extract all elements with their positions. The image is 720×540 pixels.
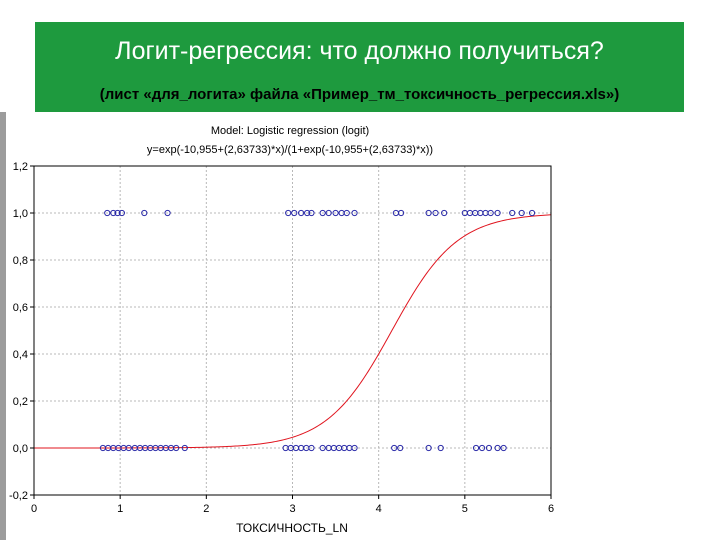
x-tick-label: 5 xyxy=(462,503,468,515)
grid xyxy=(34,166,551,495)
data-point xyxy=(291,209,298,217)
data-point xyxy=(432,209,439,217)
data-point xyxy=(141,209,148,217)
data-point xyxy=(397,444,404,452)
x-tick-label: 0 xyxy=(31,503,37,515)
fitted-logit-curve xyxy=(34,214,552,449)
x-axis-title: ТОКСИЧНОСТЬ_LN xyxy=(236,521,348,535)
plot-frame xyxy=(33,165,552,496)
data-point xyxy=(308,209,315,217)
chart-title: Model: Logistic regression (logit) xyxy=(210,125,370,137)
data-point xyxy=(118,209,125,217)
data-point xyxy=(325,209,332,217)
data-point xyxy=(308,444,315,452)
x-axis-ticks: 0 1 2 3 4 5 6 xyxy=(31,495,554,515)
y-axis-ticks: -0,2 0,0 0,2 0,4 0,6 0,8 1,0 1,2 xyxy=(9,161,34,502)
y-tick-label: 0,4 xyxy=(13,349,28,361)
data-point xyxy=(425,444,432,452)
y-tick-label: 0,0 xyxy=(13,443,28,455)
data-point xyxy=(518,209,525,217)
data-point xyxy=(164,209,171,217)
data-point xyxy=(304,209,311,217)
x-tick-label: 6 xyxy=(548,503,554,515)
data-point xyxy=(500,444,507,452)
data-point xyxy=(110,209,117,217)
x-tick-label: 1 xyxy=(117,503,123,515)
data-point xyxy=(472,444,480,452)
data-point xyxy=(441,209,448,217)
data-point xyxy=(343,209,350,217)
data-point xyxy=(125,444,132,452)
data-points xyxy=(99,209,536,452)
x-tick-label: 2 xyxy=(203,503,209,515)
data-point xyxy=(391,444,398,452)
data-point xyxy=(351,209,358,217)
data-point xyxy=(494,209,501,217)
chart-equation: y=exp(-10,955+(2,63733)*x)/(1+exp(-10,95… xyxy=(146,144,434,156)
data-point xyxy=(478,444,486,452)
data-point xyxy=(487,209,494,217)
x-tick-label: 4 xyxy=(376,503,382,515)
data-point xyxy=(181,444,188,452)
y-tick-label: 0,6 xyxy=(13,302,28,314)
slide-header: Логит-регрессия: что должно получиться? … xyxy=(35,22,684,112)
data-point xyxy=(332,209,339,217)
y-tick-label: 1,2 xyxy=(13,161,28,173)
data-point xyxy=(437,444,444,452)
slide-subtitle: (лист «для_логита» файла «Пример_тм_токс… xyxy=(99,86,620,103)
y-tick-label: 0,8 xyxy=(13,255,28,267)
data-point xyxy=(425,209,432,217)
x-tick-label: 3 xyxy=(289,503,295,515)
data-point xyxy=(319,209,326,217)
slide-title: Логит-регрессия: что должно получиться? xyxy=(115,37,604,65)
data-point xyxy=(173,444,180,452)
data-point xyxy=(319,444,326,452)
data-point xyxy=(104,209,111,217)
data-point xyxy=(397,209,405,217)
data-point xyxy=(509,209,516,217)
data-point xyxy=(528,209,536,217)
data-point xyxy=(494,444,501,452)
data-point xyxy=(114,209,121,217)
data-point xyxy=(285,209,292,217)
y-tick-label: -0,2 xyxy=(9,490,28,502)
data-point xyxy=(351,444,358,452)
data-point xyxy=(485,444,493,452)
y-tick-label: 1,0 xyxy=(13,208,28,220)
data-point xyxy=(298,209,305,217)
left-decorative-strip xyxy=(0,112,6,540)
y-tick-label: 0,2 xyxy=(13,396,28,408)
